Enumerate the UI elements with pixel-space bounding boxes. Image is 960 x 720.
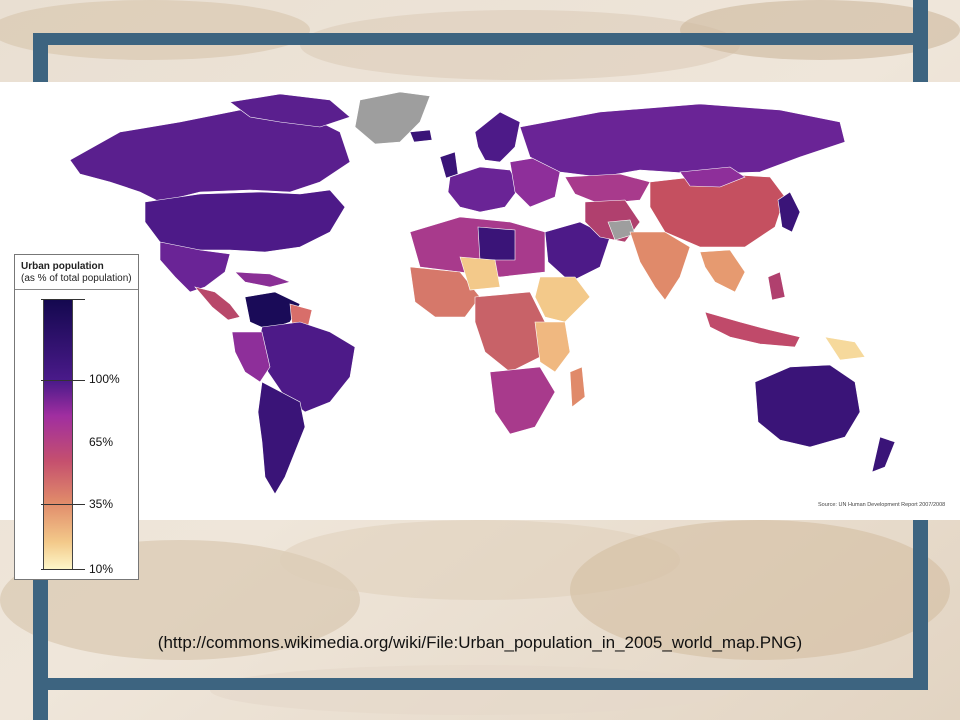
frame-bottom-bar <box>33 678 928 690</box>
map-source-note: Source: UN Human Development Report 2007… <box>818 502 946 508</box>
region-southeast-asia <box>699 249 746 293</box>
region-korea-japan <box>777 191 801 233</box>
region-australia <box>754 364 861 448</box>
region-russia <box>519 103 846 178</box>
region-west-africa <box>409 266 481 318</box>
region-libya <box>477 226 516 261</box>
legend-title: Urban population <box>21 261 104 272</box>
region-china <box>649 173 786 248</box>
region-usa <box>144 189 346 253</box>
region-philippines <box>767 271 786 301</box>
region-kazakhstan <box>564 173 651 205</box>
legend-divider <box>15 289 138 290</box>
region-india <box>629 231 691 301</box>
legend-label-65: 65% <box>89 435 114 449</box>
legend-label-100: 100% <box>89 372 120 386</box>
legend-tick-100 <box>41 299 85 300</box>
region-central-africa <box>474 291 546 373</box>
legend-tick-65 <box>41 380 85 381</box>
region-indonesia <box>704 311 801 348</box>
world-map-panel: Urban population (as % of total populati… <box>0 82 960 580</box>
region-western-europe <box>447 166 521 213</box>
region-mexico <box>159 241 231 293</box>
region-new-zealand <box>871 436 896 473</box>
region-sahel <box>459 256 501 291</box>
region-madagascar <box>569 366 586 408</box>
region-central-america <box>194 286 241 321</box>
legend-tick-10 <box>41 569 85 570</box>
legend-color-scale <box>43 299 73 570</box>
region-scandinavia <box>474 111 521 163</box>
region-arctic-islands <box>229 93 351 128</box>
region-papua <box>824 336 866 361</box>
region-southern-africa <box>489 366 556 435</box>
region-horn-africa <box>534 276 591 323</box>
region-mongolia <box>679 166 746 188</box>
region-east-africa <box>534 321 571 373</box>
region-venezuela-colombia <box>244 291 301 331</box>
region-peru-bolivia <box>231 331 271 383</box>
urban-population-world-map <box>69 91 896 495</box>
region-iceland <box>409 129 433 143</box>
legend-subtitle: (as % of total population) <box>21 273 132 284</box>
region-canada <box>69 109 351 203</box>
map-legend: Urban population (as % of total populati… <box>14 254 139 580</box>
legend-tick-35 <box>41 504 85 505</box>
region-argentina-chile <box>257 381 306 495</box>
legend-label-10: 10% <box>89 562 114 576</box>
legend-label-35: 35% <box>89 497 114 511</box>
region-uk <box>439 151 459 179</box>
image-source-caption: (http://commons.wikimedia.org/wiki/File:… <box>157 633 803 652</box>
region-caribbean <box>234 271 291 288</box>
region-middle-east <box>544 221 611 283</box>
frame-top-bar <box>33 33 923 45</box>
